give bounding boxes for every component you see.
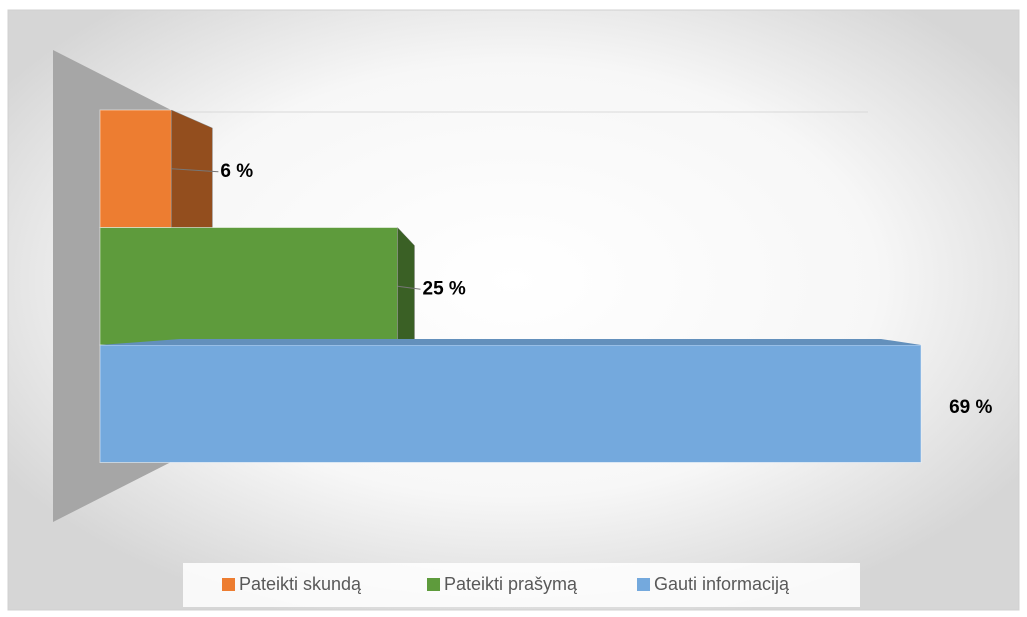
legend-swatch <box>427 578 440 591</box>
legend-swatch <box>637 578 650 591</box>
data-label: 6 % <box>220 161 253 182</box>
leader-line <box>171 168 219 173</box>
data-label: 69 % <box>949 397 992 418</box>
data-label: 25 % <box>423 278 466 299</box>
legend-swatch <box>222 578 235 591</box>
legend-label: Pateikti prašymą <box>444 574 578 594</box>
bar <box>99 227 398 346</box>
legend <box>183 563 860 607</box>
bar <box>99 109 172 228</box>
legend-label: Gauti informaciją <box>654 574 790 594</box>
bar-top <box>100 339 922 345</box>
leader-line <box>397 285 421 290</box>
legend-label: Pateikti skundą <box>239 574 362 594</box>
bar <box>99 344 922 463</box>
